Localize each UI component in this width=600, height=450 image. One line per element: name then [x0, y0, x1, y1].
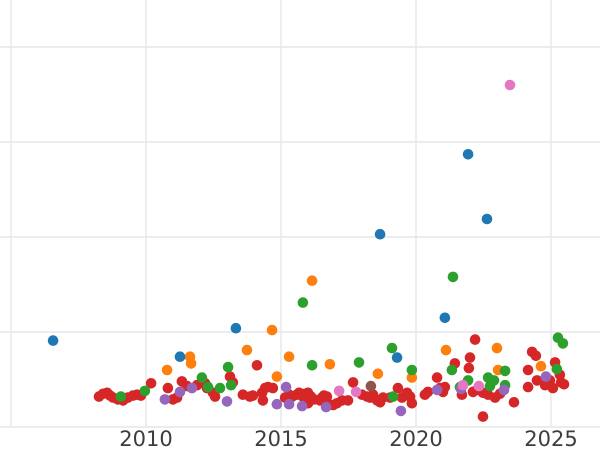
data-point-red — [508, 397, 520, 408]
data-point-green — [488, 375, 500, 386]
x-tick-label: 2015 — [254, 427, 307, 450]
data-point-green — [386, 342, 398, 354]
data-point-orange — [266, 324, 278, 336]
data-point-purple — [186, 382, 198, 394]
data-point-red — [464, 352, 476, 363]
data-point-red — [247, 390, 259, 401]
data-point-pink — [333, 385, 345, 397]
data-point-brown — [365, 380, 377, 392]
data-point-green — [297, 297, 309, 308]
data-point-green — [446, 364, 458, 376]
data-point-pink — [350, 386, 362, 398]
data-point-red — [422, 386, 434, 398]
data-point-red — [431, 372, 443, 383]
data-point-green — [115, 391, 127, 402]
data-point-blue — [230, 322, 242, 334]
data-point-green — [225, 379, 237, 391]
data-point-red — [267, 382, 279, 394]
data-point-red — [522, 364, 534, 376]
data-point-green — [557, 338, 569, 349]
data-point-purple — [271, 398, 283, 410]
data-point-red — [347, 377, 359, 388]
data-point-red — [392, 382, 404, 394]
data-point-green — [222, 361, 234, 373]
data-point-orange — [241, 344, 253, 356]
data-point-green — [139, 385, 151, 397]
data-point-red — [257, 395, 269, 406]
data-point-blue — [391, 352, 403, 363]
data-point-purple — [431, 384, 443, 396]
data-point-green — [499, 365, 511, 377]
data-point-orange — [161, 364, 173, 376]
data-point-blue — [462, 149, 474, 160]
data-point-orange — [283, 351, 295, 363]
data-point-red — [531, 375, 543, 386]
data-point-red — [530, 350, 542, 362]
data-point-pink — [473, 380, 485, 392]
data-point-purple — [540, 371, 552, 382]
data-point-pink — [457, 379, 469, 391]
data-point-purple — [395, 405, 407, 417]
data-point-green — [353, 357, 365, 368]
data-point-red — [209, 391, 221, 402]
data-point-pink — [504, 79, 516, 91]
data-point-orange — [406, 372, 418, 383]
data-point-red — [522, 381, 534, 393]
data-point-purple — [296, 400, 308, 412]
data-point-purple — [498, 384, 510, 396]
data-point-blue — [47, 335, 59, 346]
data-point-red — [469, 334, 481, 345]
x-tick-label: 2025 — [524, 427, 577, 450]
data-point-purple — [159, 394, 171, 405]
data-point-red — [342, 395, 354, 406]
data-point-orange — [306, 275, 318, 287]
data-point-green — [306, 360, 318, 371]
data-point-green — [214, 382, 226, 394]
data-point-red — [477, 411, 489, 422]
data-point-green — [387, 391, 399, 402]
data-point-green — [551, 363, 563, 375]
data-point-orange — [372, 368, 384, 380]
data-point-blue — [374, 228, 386, 240]
data-point-red — [251, 360, 263, 371]
data-point-red — [406, 398, 418, 409]
x-tick-label: 2020 — [389, 427, 442, 450]
data-point-red — [463, 362, 475, 374]
data-point-orange — [271, 371, 283, 382]
data-point-purple — [221, 396, 233, 407]
data-point-red — [558, 379, 570, 390]
data-point-green — [447, 271, 459, 283]
data-point-red — [145, 378, 157, 389]
data-point-red — [547, 382, 559, 394]
data-point-orange — [440, 344, 452, 356]
data-point-green — [406, 364, 418, 376]
data-point-purple — [174, 386, 186, 398]
data-point-purple — [320, 401, 332, 413]
data-point-orange — [491, 342, 503, 354]
data-point-orange — [535, 360, 547, 372]
data-point-green — [202, 381, 214, 393]
data-point-blue — [439, 312, 451, 324]
x-tick-label: 2010 — [119, 427, 172, 450]
data-point-red — [162, 382, 174, 394]
data-point-blue — [174, 351, 186, 363]
data-point-orange — [324, 359, 336, 370]
data-point-purple — [283, 398, 295, 410]
data-point-orange — [185, 358, 197, 369]
data-point-green — [196, 372, 208, 383]
data-point-blue — [481, 213, 493, 225]
data-point-purple — [280, 381, 292, 393]
